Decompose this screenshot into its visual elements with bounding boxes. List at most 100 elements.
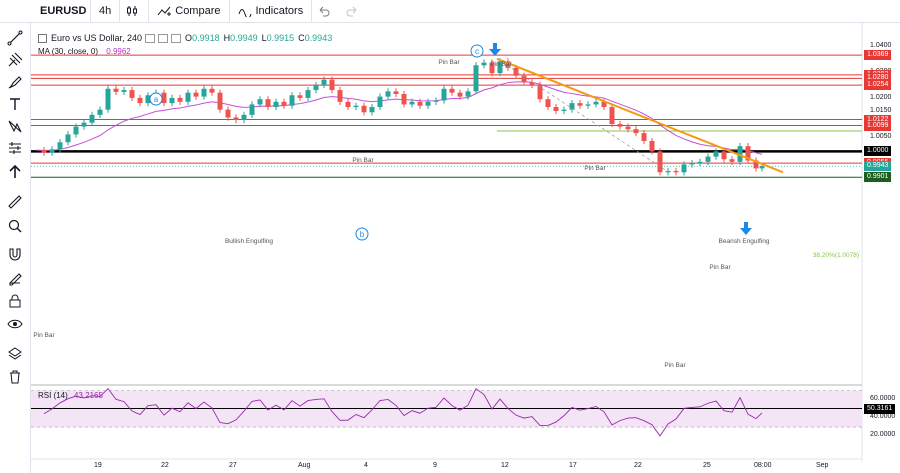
pitchfork-icon[interactable] bbox=[7, 52, 23, 68]
bar-style-button[interactable] bbox=[120, 0, 150, 22]
down-arrow-icon bbox=[489, 43, 501, 56]
candle-body bbox=[313, 84, 319, 91]
price-tag: 1.0099 bbox=[864, 120, 892, 131]
indicators-button[interactable]: Indicators bbox=[230, 0, 313, 22]
candle-body bbox=[265, 99, 271, 108]
price-chart[interactable]: a b c Pin Bar Pin Bar Pin Bar Pin Bar Pin Bar Pi… bbox=[31, 23, 900, 473]
interval-selector[interactable]: 4h bbox=[91, 0, 121, 22]
candle-body bbox=[489, 62, 495, 74]
brush-icon[interactable] bbox=[7, 74, 23, 90]
rsi-value: 43.2165 bbox=[74, 391, 103, 400]
low-value: 0.9915 bbox=[266, 33, 295, 43]
rsi-value-tag: 50.3161 bbox=[864, 403, 896, 414]
trendline-icon[interactable] bbox=[7, 30, 23, 46]
zoom-icon[interactable] bbox=[7, 218, 23, 234]
candle-body bbox=[689, 163, 695, 165]
close-value: 0.9943 bbox=[304, 33, 333, 43]
redo-icon bbox=[346, 6, 357, 17]
pin-bar-label: Pin Bar bbox=[438, 59, 460, 66]
high-label: H bbox=[223, 33, 231, 43]
draw-mode-icon[interactable] bbox=[7, 270, 23, 286]
time-axis-label: 4 bbox=[364, 462, 368, 469]
candle-body bbox=[305, 90, 311, 98]
collapse-legend-icon[interactable] bbox=[38, 33, 47, 43]
undo-button[interactable] bbox=[312, 0, 340, 22]
candle-body bbox=[537, 84, 543, 100]
price-axis-label: 1.0150 bbox=[870, 107, 892, 115]
descending-trendline bbox=[496, 57, 784, 174]
compare-button[interactable]: Compare bbox=[149, 0, 230, 22]
candle-body bbox=[641, 133, 647, 141]
candle-body bbox=[337, 90, 343, 102]
candle-body bbox=[201, 88, 207, 97]
position-icon[interactable] bbox=[7, 140, 23, 156]
trash-icon[interactable] bbox=[7, 369, 23, 385]
rsi-label: RSI (14) bbox=[38, 391, 68, 400]
eye-toggle-icon[interactable] bbox=[145, 33, 156, 43]
candle-body bbox=[673, 170, 679, 173]
candle-body bbox=[561, 109, 567, 111]
more-icon[interactable] bbox=[171, 33, 182, 43]
candle-body bbox=[417, 101, 423, 106]
redo-button[interactable] bbox=[340, 0, 368, 22]
candle-body bbox=[329, 79, 335, 91]
candle-body bbox=[65, 134, 71, 143]
candle-body bbox=[281, 101, 287, 106]
candle-body bbox=[353, 105, 359, 108]
candle-body bbox=[759, 166, 765, 169]
pattern-icon[interactable] bbox=[7, 118, 23, 134]
undo-icon bbox=[319, 6, 330, 17]
candle-body bbox=[297, 95, 303, 98]
pin-bar-label: Pin Bar bbox=[584, 165, 606, 172]
candle-body bbox=[609, 107, 615, 124]
candle-body bbox=[521, 75, 527, 83]
candle-body bbox=[161, 92, 167, 104]
wave-a-marker-label: a bbox=[154, 95, 159, 104]
series-legend: Euro vs US Dollar, 240 O 0.9918 H 0.9949 L… bbox=[38, 33, 332, 43]
drawing-toolbar bbox=[0, 0, 31, 473]
candle-body bbox=[41, 150, 47, 153]
symbol-search[interactable]: EURUSD bbox=[0, 0, 91, 22]
price-tag: 1.0369 bbox=[864, 50, 892, 61]
pin-bar-label: Pin Bar bbox=[352, 157, 374, 164]
wave-b-marker bbox=[355, 227, 369, 241]
settings-icon[interactable] bbox=[158, 33, 169, 43]
candle-body bbox=[481, 62, 487, 66]
eye-icon[interactable] bbox=[7, 316, 23, 332]
layers-icon[interactable] bbox=[7, 346, 23, 362]
candle-body bbox=[729, 159, 735, 162]
candle-body bbox=[49, 149, 55, 153]
bar-style-icon bbox=[127, 6, 138, 16]
candle-body bbox=[457, 92, 463, 97]
candle-body bbox=[401, 93, 407, 105]
candle-body bbox=[321, 79, 327, 85]
ruler-icon[interactable] bbox=[7, 194, 23, 210]
candle-body bbox=[73, 126, 79, 135]
open-value: 0.9918 bbox=[192, 33, 220, 43]
candle-body bbox=[553, 107, 559, 111]
candle-body bbox=[145, 95, 151, 104]
lock-icon[interactable] bbox=[7, 293, 23, 309]
time-axis-label: 08:00 bbox=[754, 462, 772, 469]
open-label: O bbox=[185, 33, 193, 43]
candle-body bbox=[129, 90, 135, 98]
candle-body bbox=[753, 160, 759, 169]
price-tag: 1.0000 bbox=[864, 146, 892, 157]
candle-body bbox=[513, 67, 519, 76]
candle-body bbox=[545, 99, 551, 108]
wave-c-marker bbox=[470, 44, 484, 58]
series-title: Euro vs US Dollar, 240 bbox=[51, 33, 143, 43]
candle-body bbox=[409, 101, 415, 105]
text-icon[interactable] bbox=[7, 96, 23, 112]
fib-level-label: 38.20%(1.0078) bbox=[813, 252, 859, 259]
candle-body bbox=[137, 97, 143, 104]
wave-c-projection-line bbox=[496, 58, 669, 173]
candle-body bbox=[505, 61, 511, 68]
magnet-icon[interactable] bbox=[7, 246, 23, 262]
candle-body bbox=[249, 104, 255, 115]
arrow-up-icon[interactable] bbox=[7, 164, 23, 180]
candle-body bbox=[105, 88, 111, 110]
candle-body bbox=[617, 123, 623, 127]
price-tag: 1.0254 bbox=[864, 80, 892, 91]
candle-body bbox=[649, 140, 655, 152]
